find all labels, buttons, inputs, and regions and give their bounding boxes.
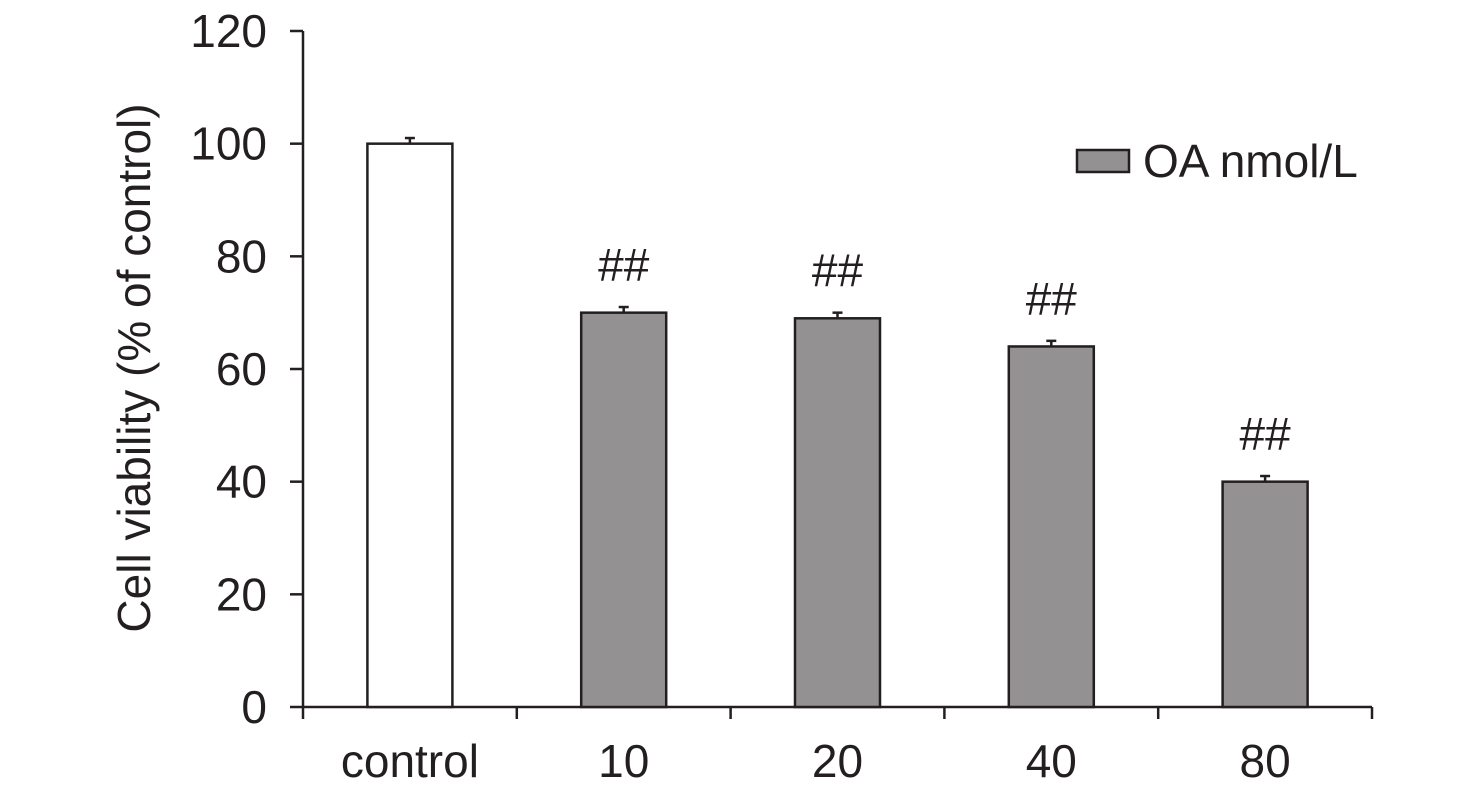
legend-label: OA nmol/L bbox=[1143, 135, 1358, 187]
x-tick-label: 20 bbox=[812, 735, 863, 787]
significance-label: ## bbox=[812, 245, 864, 297]
y-tick-label: 80 bbox=[216, 230, 267, 282]
x-tick-label: 10 bbox=[598, 735, 649, 787]
y-tick-label: 60 bbox=[216, 343, 267, 395]
bar bbox=[366, 142, 454, 709]
y-axis-label: Cell viability (% of control) bbox=[108, 103, 160, 632]
x-axis: control 10 20 40 80 bbox=[301, 705, 1374, 787]
x-tick-label: control bbox=[341, 735, 479, 787]
y-tick-label: 120 bbox=[190, 5, 267, 57]
legend-swatch bbox=[1075, 148, 1131, 174]
bar bbox=[793, 317, 882, 709]
significance-label: ## bbox=[598, 239, 650, 291]
legend: OA nmol/L bbox=[1075, 135, 1358, 187]
x-tick-label: 80 bbox=[1240, 735, 1291, 787]
y-tick-label: 20 bbox=[216, 568, 267, 620]
y-tick-label: 100 bbox=[190, 118, 267, 170]
significance-label: ## bbox=[1026, 273, 1078, 325]
bars bbox=[366, 136, 1309, 709]
y-tick-label: 40 bbox=[216, 456, 267, 508]
significance-label: ## bbox=[1240, 408, 1292, 460]
y-tick-label: 0 bbox=[241, 681, 267, 733]
bar bbox=[1007, 345, 1096, 709]
x-tick-label: 40 bbox=[1026, 735, 1077, 787]
y-axis: 0 20 40 60 80 100 120 bbox=[190, 5, 305, 733]
significance-annotations: ## ## ## ## bbox=[598, 239, 1291, 460]
bar bbox=[1221, 480, 1309, 709]
bar bbox=[579, 311, 668, 709]
